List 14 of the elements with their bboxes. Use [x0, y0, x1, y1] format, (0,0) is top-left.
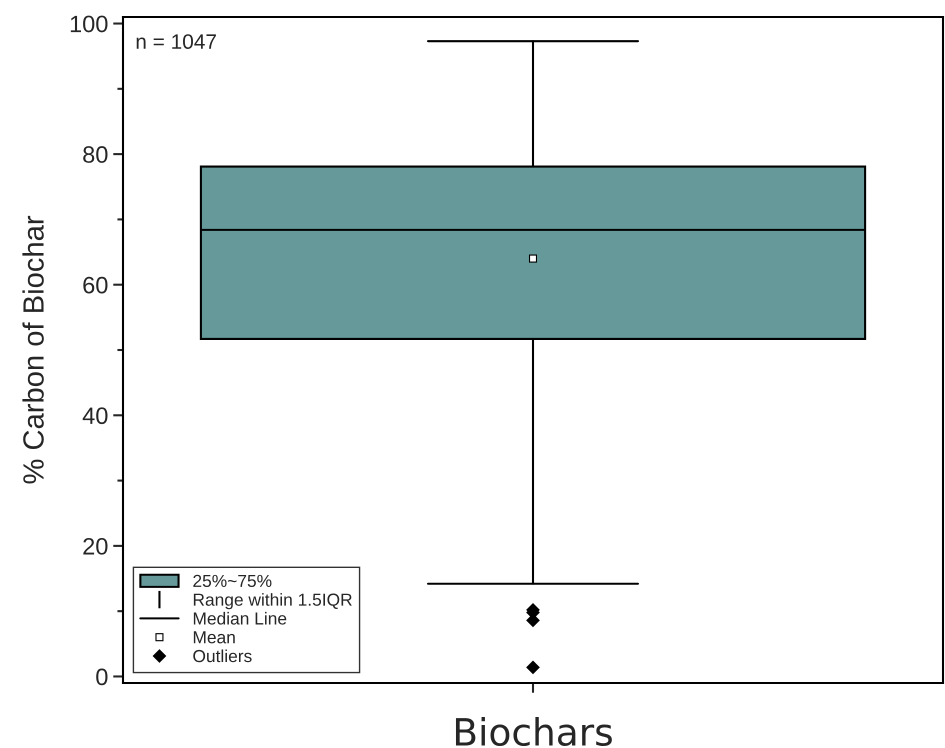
- y-tick-label: 20: [83, 538, 108, 555]
- annotation: Median Line: [194, 612, 286, 625]
- y-tick-label: 80: [83, 146, 108, 163]
- annotation: 25%~75%: [193, 574, 272, 588]
- y-tick-label: 0: [96, 668, 108, 686]
- y-tick-label: 60: [83, 276, 108, 294]
- y-tick-label: 40: [82, 407, 108, 424]
- annotation: Outliers: [193, 649, 252, 662]
- annotation: Mean: [194, 631, 235, 644]
- annotation: Range within 1.5IQR: [194, 593, 352, 610]
- annotation: n = 1047: [136, 34, 216, 49]
- y-axis-title: % Carbon of Biochar: [22, 216, 44, 484]
- x-axis-title: Biochars: [456, 717, 612, 746]
- y-tick-label: 100: [70, 16, 108, 32]
